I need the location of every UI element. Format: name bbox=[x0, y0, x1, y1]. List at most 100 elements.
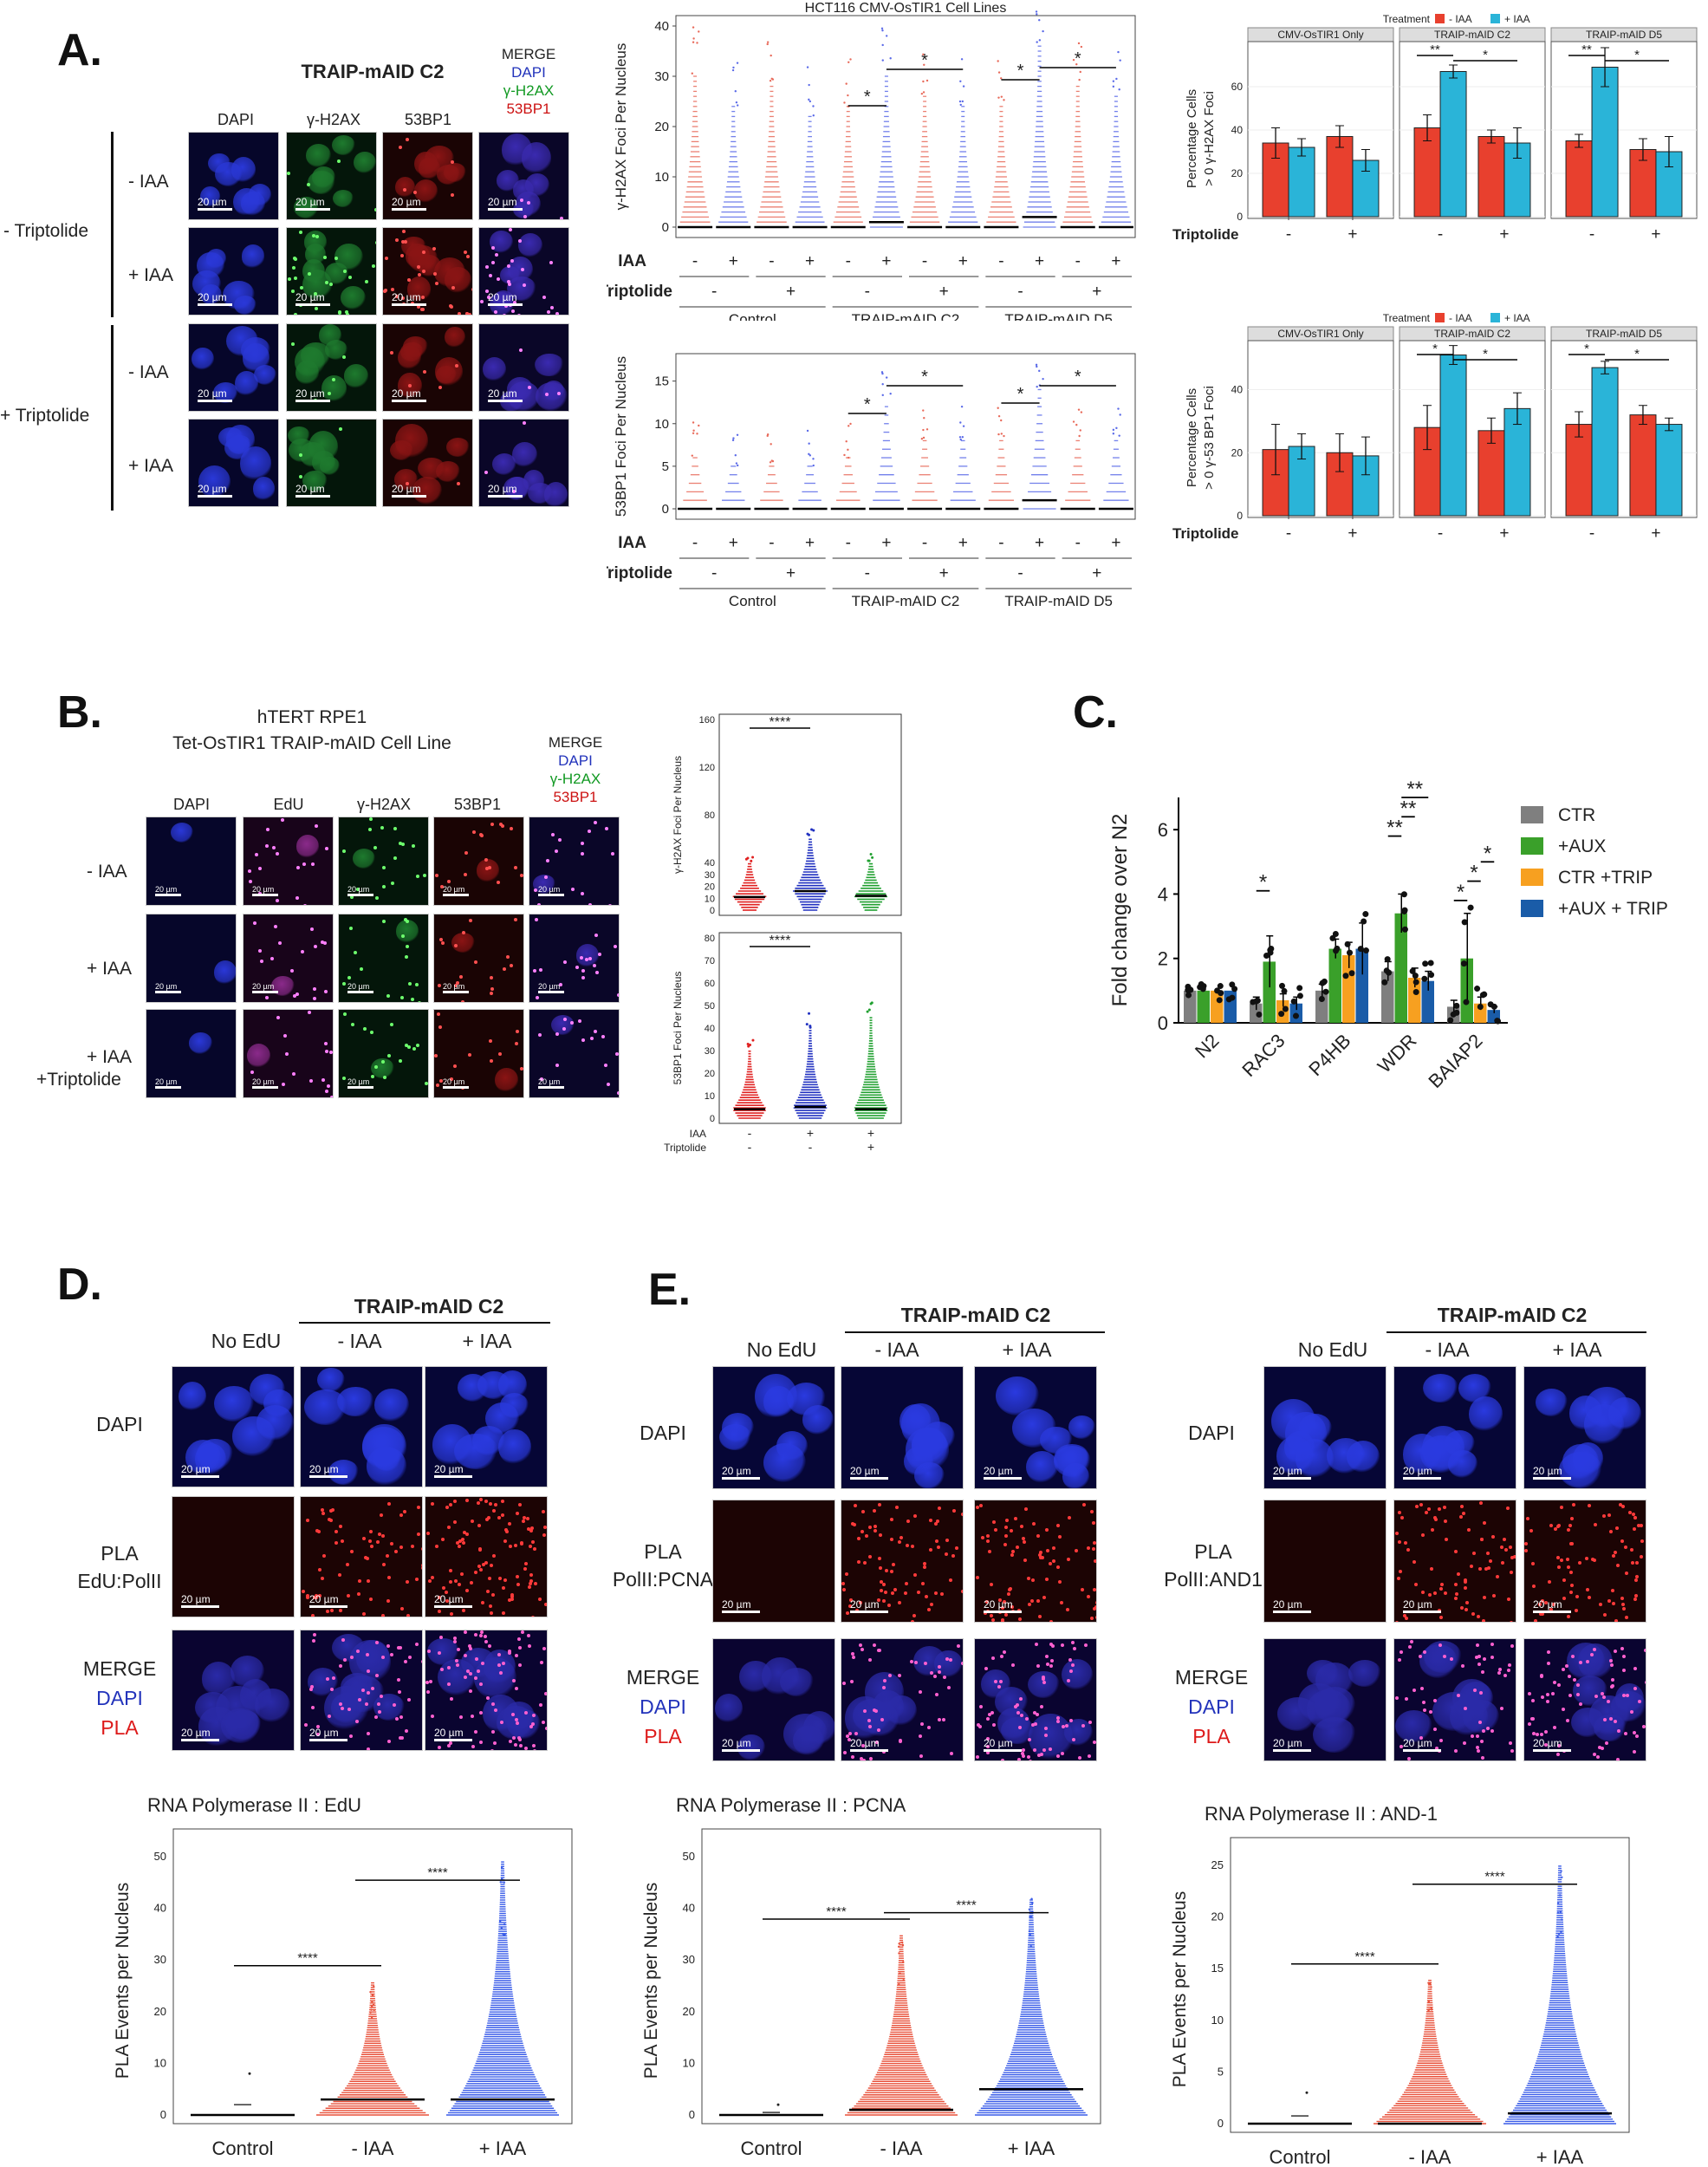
y-tick-label: 40 bbox=[154, 1902, 166, 1915]
replicate-point bbox=[1342, 973, 1349, 979]
foci bbox=[306, 1594, 310, 1598]
foci bbox=[1532, 1584, 1536, 1588]
replicate-point bbox=[1329, 934, 1336, 941]
outlier-point bbox=[1075, 423, 1078, 426]
foci bbox=[477, 1523, 482, 1527]
foci bbox=[399, 996, 404, 1000]
foci bbox=[943, 1676, 947, 1680]
foci bbox=[851, 1656, 855, 1660]
outlier-point bbox=[502, 1932, 504, 1936]
foci bbox=[504, 1527, 509, 1532]
foci bbox=[1066, 1558, 1070, 1562]
foci bbox=[470, 1580, 474, 1585]
foci bbox=[941, 1717, 945, 1721]
foci bbox=[528, 1545, 532, 1549]
panel-d-col-noedu: No EdU bbox=[211, 1330, 282, 1352]
foci bbox=[1092, 1540, 1096, 1545]
outlier-point bbox=[1000, 433, 1003, 435]
scale-bar-label: 20 µm bbox=[155, 982, 178, 991]
outlier-point bbox=[958, 100, 962, 103]
foci bbox=[1620, 1539, 1625, 1544]
outlier-point bbox=[770, 459, 773, 462]
foci bbox=[331, 1676, 335, 1681]
foci bbox=[462, 931, 466, 934]
replicate-point bbox=[1386, 969, 1393, 976]
scale-bar bbox=[347, 991, 373, 993]
foci bbox=[490, 1563, 494, 1567]
foci bbox=[1639, 1555, 1643, 1559]
iaa-sign: - bbox=[998, 534, 1003, 552]
foci bbox=[1633, 1516, 1637, 1520]
foci bbox=[1419, 1735, 1424, 1740]
scale-bar-label: 20 µm bbox=[252, 885, 275, 894]
triptolide-sign: + bbox=[1499, 524, 1509, 543]
foci bbox=[1550, 1622, 1554, 1623]
outlier-point bbox=[736, 62, 739, 64]
foci bbox=[945, 1552, 949, 1556]
outlier-point bbox=[923, 416, 925, 420]
triptolide-row-label: Triptolide bbox=[664, 1142, 706, 1154]
outlier-point bbox=[849, 422, 852, 426]
legend-swatch-plus bbox=[1490, 14, 1500, 23]
foci bbox=[490, 1611, 494, 1615]
nucleus bbox=[906, 1428, 949, 1473]
y-tick-label: 10 bbox=[705, 1091, 715, 1102]
significance-star: * bbox=[1259, 871, 1267, 895]
nucleus bbox=[332, 135, 355, 155]
foci bbox=[515, 1687, 519, 1691]
nucleus bbox=[407, 277, 431, 303]
nucleus bbox=[304, 1389, 347, 1425]
micrograph-tile-dapiE: 20 µm bbox=[425, 1366, 548, 1487]
outlier-point bbox=[845, 440, 848, 443]
foci bbox=[531, 1615, 536, 1617]
legend-swatch-minus bbox=[1435, 313, 1445, 322]
replicate-point bbox=[1463, 999, 1470, 1005]
foci bbox=[550, 833, 555, 837]
foci bbox=[1422, 1701, 1426, 1705]
foci bbox=[325, 281, 329, 285]
foci bbox=[1556, 1556, 1561, 1560]
foci bbox=[1616, 1564, 1620, 1568]
replicate-point bbox=[1474, 986, 1481, 992]
iaa-row-label: IAA bbox=[618, 534, 646, 552]
x-tick-label: Control bbox=[212, 2138, 274, 2159]
foci bbox=[1566, 1615, 1570, 1619]
nucleus bbox=[1420, 1435, 1464, 1474]
outlier-point bbox=[885, 376, 888, 379]
outlier-point bbox=[997, 414, 1001, 418]
foci bbox=[926, 1725, 931, 1729]
foci bbox=[399, 253, 404, 257]
foci bbox=[425, 1081, 428, 1085]
outlier-point bbox=[847, 448, 849, 452]
outlier-point bbox=[1561, 1876, 1563, 1878]
nucleus bbox=[328, 1460, 360, 1485]
foci bbox=[334, 1540, 339, 1545]
foci bbox=[1030, 1578, 1035, 1582]
y-tick-label: 10 bbox=[683, 2056, 695, 2069]
foci bbox=[1470, 1734, 1474, 1739]
outlier-point bbox=[808, 1012, 811, 1015]
foci bbox=[1589, 1653, 1594, 1657]
foci bbox=[374, 1641, 379, 1645]
foci bbox=[393, 827, 398, 831]
foci bbox=[611, 852, 615, 856]
iaa-sign: - bbox=[846, 252, 851, 270]
foci bbox=[523, 283, 527, 288]
foci bbox=[368, 828, 373, 832]
foci bbox=[1605, 1741, 1609, 1746]
bar bbox=[1421, 980, 1434, 1023]
foci bbox=[272, 1097, 276, 1098]
panel-b-merge-header: MERGE DAPI γ-H2AX 53BP1 bbox=[532, 733, 619, 806]
nucleus bbox=[333, 189, 354, 207]
foci bbox=[588, 1097, 592, 1098]
foci bbox=[886, 1603, 891, 1607]
foci bbox=[1489, 1559, 1493, 1563]
foci bbox=[402, 1509, 406, 1513]
outlier-point bbox=[848, 425, 850, 427]
legend-label-plus: + IAA bbox=[1504, 13, 1530, 25]
replicate-point bbox=[1318, 996, 1325, 1003]
foci bbox=[411, 1544, 415, 1548]
foci bbox=[1474, 1655, 1478, 1659]
